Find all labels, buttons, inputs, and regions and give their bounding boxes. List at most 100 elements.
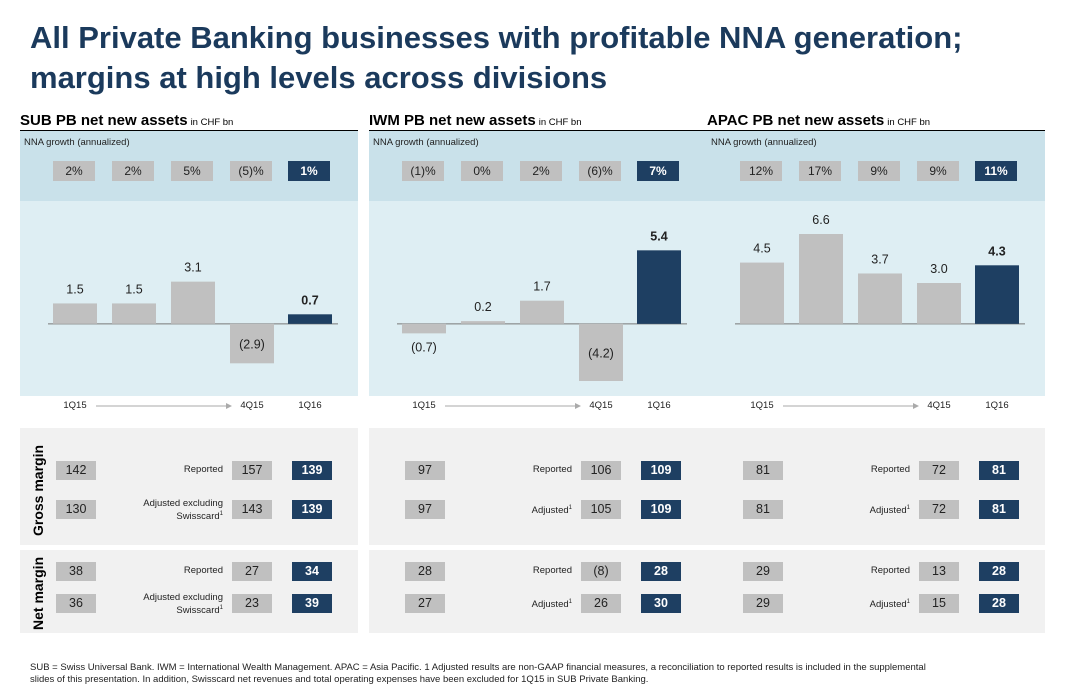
margin-type-text: Reported xyxy=(183,565,223,576)
nna-growth-band: NNA growth (annualized) 12% 17% 9% 9% 11% xyxy=(707,131,1045,201)
nna-growth-label: NNA growth (annualized) xyxy=(373,137,479,148)
margin-type-text: Reported xyxy=(183,464,223,475)
margin-1q15-value: 38 xyxy=(56,562,96,581)
bar xyxy=(53,303,97,324)
bar xyxy=(230,323,274,364)
panel-1: IWM PB net new assets in CHF bn NNA growth… xyxy=(369,108,707,695)
footnote-marker: 1 xyxy=(906,599,910,605)
net-margin-band: 38 Reported 27 34 36 Adjusted excluding Swissc… xyxy=(20,550,358,633)
margin-1q16-value: 34 xyxy=(292,562,332,581)
margin-type-label: Reported xyxy=(103,464,223,475)
nna-growth-value: 5% xyxy=(171,161,213,181)
data-label: 3.1 xyxy=(184,261,201,275)
nna-growth-value: (5)% xyxy=(230,161,272,181)
gross-margin-band: 97 Reported 106 109 97 Adjusted1 105 109 xyxy=(369,428,707,545)
margin-type-label: Reported xyxy=(103,565,223,576)
nna-growth-value: (6)% xyxy=(579,161,621,181)
axis-arrow xyxy=(445,403,581,409)
margin-type-label-line: Swisscard1 xyxy=(103,509,223,522)
margin-1q15-value: 36 xyxy=(56,594,96,613)
margin-type-label-line: Reported xyxy=(790,464,910,475)
margin-4q15-value: 72 xyxy=(919,500,959,519)
data-label: (0.7) xyxy=(411,340,437,354)
margin-1q16-value: 81 xyxy=(979,461,1019,480)
margin-1q15-value: 28 xyxy=(405,562,445,581)
nna-growth-band: NNA growth (annualized) (1)% 0% 2% (6)% 7% xyxy=(369,131,707,201)
margin-type-label: Adjusted excluding Swisscard1 xyxy=(103,498,223,522)
margin-4q15-value: 27 xyxy=(232,562,272,581)
arrow-head xyxy=(575,403,581,409)
nna-growth-value: 9% xyxy=(917,161,959,181)
title-line-1: All Private Banking businesses with prof… xyxy=(30,20,963,55)
bar xyxy=(858,273,902,324)
x-tick-label: 4Q15 xyxy=(240,400,264,411)
nna-growth-value: 0% xyxy=(461,161,503,181)
arrow-head xyxy=(913,403,919,409)
bar xyxy=(975,265,1019,324)
page-title: All Private Banking businesses with prof… xyxy=(30,18,1050,98)
data-label: 0.7 xyxy=(301,293,318,307)
bar xyxy=(917,283,961,324)
bar-chart: 4.5 6.6 3.7 3.0 4.3 xyxy=(735,213,1025,325)
footnote-line-2: slides of this presentation. In addition… xyxy=(30,674,649,685)
margin-type-text: Adjusted xyxy=(869,599,907,611)
nna-growth-value: 9% xyxy=(858,161,900,181)
margin-4q15-value: 26 xyxy=(581,594,621,613)
nna-growth-value: (1)% xyxy=(402,161,444,181)
margin-1q15-value: 130 xyxy=(56,500,96,519)
bar xyxy=(799,234,843,324)
margin-type-text: Swisscard xyxy=(176,511,220,523)
margin-type-label: Adjusted1 xyxy=(452,503,572,516)
bar xyxy=(112,303,156,324)
panel-title-rule xyxy=(369,130,707,131)
nna-growth-value: 1% xyxy=(288,161,330,181)
margin-1q16-value: 28 xyxy=(979,594,1019,613)
gross-margin-band: 81 Reported 72 81 81 Adjusted1 72 81 xyxy=(707,428,1045,545)
margin-1q15-value: 97 xyxy=(405,461,445,480)
margin-type-label: Reported xyxy=(790,565,910,576)
panel-title: SUB PB net new assets in CHF bn xyxy=(20,112,233,129)
panel-title: APAC PB net new assets in CHF bn xyxy=(707,112,930,129)
gross-margin-label: Gross margin xyxy=(30,444,46,536)
data-label: (2.9) xyxy=(239,338,265,352)
x-tick-label: 1Q15 xyxy=(412,400,436,411)
margin-1q16-value: 109 xyxy=(641,500,681,519)
x-tick-label: 1Q16 xyxy=(298,400,322,411)
margin-1q16-value: 139 xyxy=(292,461,332,480)
title-line-2: margins at high levels across divisions xyxy=(30,60,608,95)
nna-growth-value: 2% xyxy=(53,161,95,181)
panel-title-text: IWM PB net new assets xyxy=(369,112,536,129)
x-axis: 1Q15 4Q15 1Q16 xyxy=(707,396,1045,416)
nna-growth-band: NNA growth (annualized) 2% 2% 5% (5)% 1% xyxy=(20,131,358,201)
margin-type-label: Adjusted1 xyxy=(790,503,910,516)
margin-4q15-value: 13 xyxy=(919,562,959,581)
margin-type-label-line: Adjusted excluding xyxy=(103,498,223,509)
x-tick-label: 4Q15 xyxy=(589,400,613,411)
gross-margin-band: 142 Reported 157 139 130 Adjusted excluding Sw… xyxy=(20,428,358,545)
panel-unit: in CHF bn xyxy=(190,117,234,128)
data-label: 1.5 xyxy=(125,282,142,296)
margin-type-label-line: Adjusted1 xyxy=(790,503,910,516)
nna-growth-label: NNA growth (annualized) xyxy=(711,137,817,148)
margin-1q15-value: 81 xyxy=(743,500,783,519)
bar xyxy=(637,250,681,324)
margin-1q15-value: 29 xyxy=(743,562,783,581)
margin-1q16-value: 39 xyxy=(292,594,332,613)
margin-type-label: Reported xyxy=(452,464,572,475)
margin-type-text: Adjusted xyxy=(869,505,907,517)
margin-type-label-line: Reported xyxy=(103,464,223,475)
bar xyxy=(461,321,505,324)
margin-type-label-line: Reported xyxy=(103,565,223,576)
margin-type-label-line: Adjusted1 xyxy=(452,503,572,516)
x-tick-label: 1Q15 xyxy=(63,400,87,411)
margin-4q15-value: 72 xyxy=(919,461,959,480)
axis-arrow xyxy=(783,403,919,409)
footnote-marker: 1 xyxy=(568,505,572,511)
margin-type-label-line: Reported xyxy=(452,464,572,475)
bar xyxy=(579,323,623,381)
bar xyxy=(171,281,215,324)
margin-type-text: Adjusted xyxy=(531,505,569,517)
nna-growth-label: NNA growth (annualized) xyxy=(24,137,130,148)
bar-chart: (0.7) 0.2 1.7 (4.2) 5.4 xyxy=(397,229,687,381)
net-margin-band: 28 Reported (8) 28 27 Adjusted1 26 30 xyxy=(369,550,707,633)
